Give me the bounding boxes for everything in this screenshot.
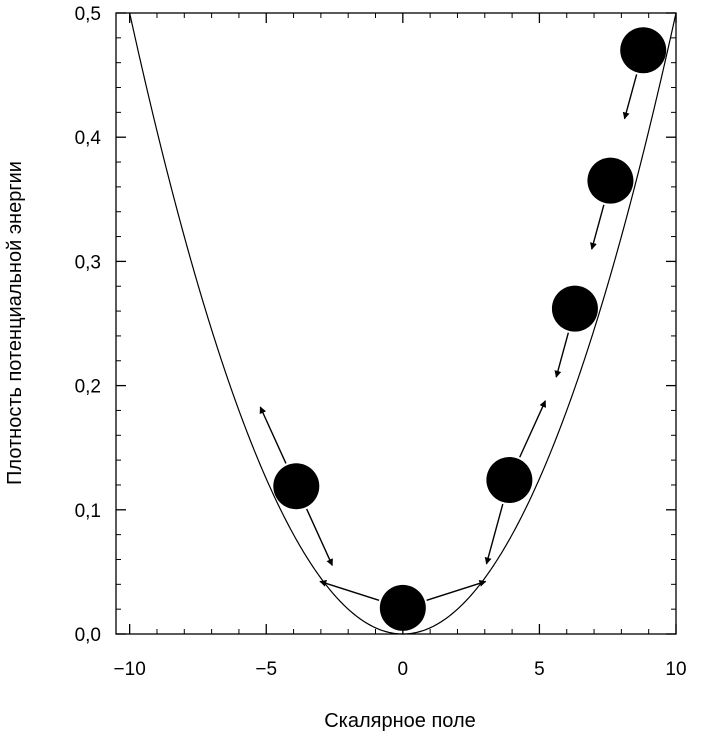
force-arrow [554, 332, 570, 378]
force-arrow [306, 508, 333, 567]
force-arrow [484, 503, 504, 565]
ball-4 [551, 285, 598, 332]
ball-2 [379, 584, 426, 631]
y-tick-label: 0,4 [75, 128, 102, 149]
force-arrow [319, 579, 380, 601]
y-tick-label: 0,3 [75, 252, 101, 273]
force-arrow [590, 204, 605, 250]
x-axis-title: Скалярное поле [324, 710, 476, 732]
force-arrow [622, 74, 638, 120]
x-tick-label: 10 [665, 659, 686, 680]
force-arrows [259, 74, 638, 601]
y-axis-title: Плотность потенциальной энергии [4, 161, 26, 485]
y-tick-label: 0,0 [75, 625, 101, 646]
force-arrow [259, 406, 287, 464]
x-tick-label: −10 [114, 659, 146, 680]
force-arrow [519, 400, 547, 458]
ball-5 [587, 157, 634, 204]
force-arrow [426, 579, 487, 601]
x-tick-label: −5 [255, 659, 277, 680]
tick-labels: −10 −5 0 5 10 0,0 0,1 0,2 0,3 0,4 0,5 [75, 4, 687, 680]
x-tick-label: 0 [398, 659, 409, 680]
ball-3 [486, 456, 533, 503]
y-tick-label: 0,2 [75, 377, 101, 398]
y-tick-label: 0,1 [75, 501, 101, 522]
balls [273, 27, 667, 631]
axis-ticks [116, 12, 677, 635]
ball-6 [620, 27, 667, 74]
ball-1 [273, 463, 320, 510]
y-tick-label: 0,5 [75, 4, 101, 25]
x-tick-label: 5 [534, 659, 545, 680]
potential-curve [129, 12, 677, 635]
